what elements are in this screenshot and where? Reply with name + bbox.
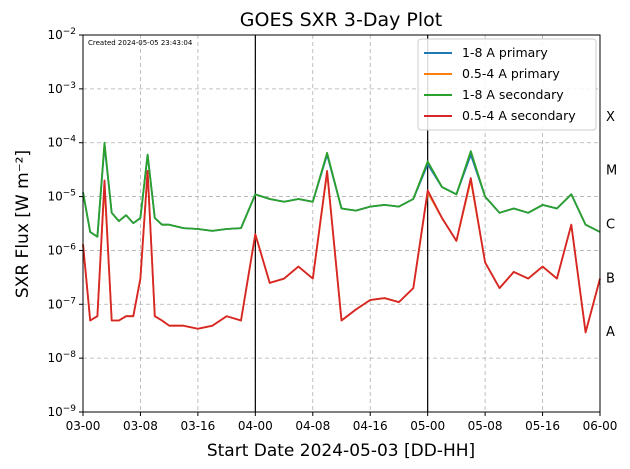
flare-class-label: X: [606, 110, 615, 125]
flare-class-label: C: [606, 218, 615, 233]
y-tick-label: 10−9: [47, 404, 76, 419]
series-line: [82, 141, 601, 238]
y-axis-ticks: 10−9 10−8 10−7 10−6 10−5 10−4 10−3 10−2: [47, 27, 83, 419]
y-tick-label: 10−4: [47, 135, 76, 150]
x-tick-label: 06-00: [583, 419, 618, 433]
flare-class-labels: X M C B A: [606, 110, 617, 340]
x-tick-label: 05-16: [525, 419, 560, 433]
x-tick-label: 04-00: [238, 419, 273, 433]
y-tick-label: 10−7: [47, 296, 76, 311]
x-tick-label: 05-08: [468, 419, 503, 433]
y-tick-label: 10−5: [47, 189, 76, 204]
x-tick-label: 03-08: [123, 419, 158, 433]
y-tick-label: 10−2: [47, 27, 76, 42]
day-boundary-lines: [254, 35, 429, 412]
flare-class-label: A: [606, 325, 615, 340]
legend-label: 1-8 A secondary: [462, 87, 564, 102]
flare-class-label: B: [606, 271, 615, 286]
x-tick-label: 05-00: [410, 419, 445, 433]
legend-label: 0.5-4 A primary: [462, 66, 560, 81]
series-group: [82, 141, 601, 334]
x-tick-label: 04-16: [353, 419, 388, 433]
legend: 1-8 A primary 0.5-4 A primary 1-8 A second…: [417, 38, 597, 131]
series-line: [82, 169, 601, 334]
legend-label: 1-8 A primary: [462, 45, 548, 60]
series-line: [82, 169, 601, 334]
x-axis-ticks: 03-00 03-08 03-16 04-00 04-08 04-16 05-00 05-08…: [66, 412, 618, 433]
y-tick-label: 10−8: [47, 350, 76, 365]
created-timestamp: Created 2024-05-05 23:43:04: [88, 39, 193, 47]
legend-label: 0.5-4 A secondary: [462, 108, 576, 123]
x-tick-label: 04-08: [295, 419, 330, 433]
x-tick-label: 03-00: [66, 419, 101, 433]
y-tick-label: 10−3: [47, 81, 76, 96]
plot-frame: [82, 34, 601, 413]
flare-class-label: M: [606, 164, 617, 179]
legend-box: [417, 38, 597, 131]
y-tick-label: 10−6: [47, 242, 76, 257]
chart-title: GOES SXR 3-Day Plot: [240, 9, 442, 31]
x-tick-label: 03-16: [180, 419, 215, 433]
x-axis-label: Start Date 2024-05-03 [DD-HH]: [207, 441, 475, 461]
y-axis-label: SXR Flux [W m⁻²]: [13, 150, 33, 298]
